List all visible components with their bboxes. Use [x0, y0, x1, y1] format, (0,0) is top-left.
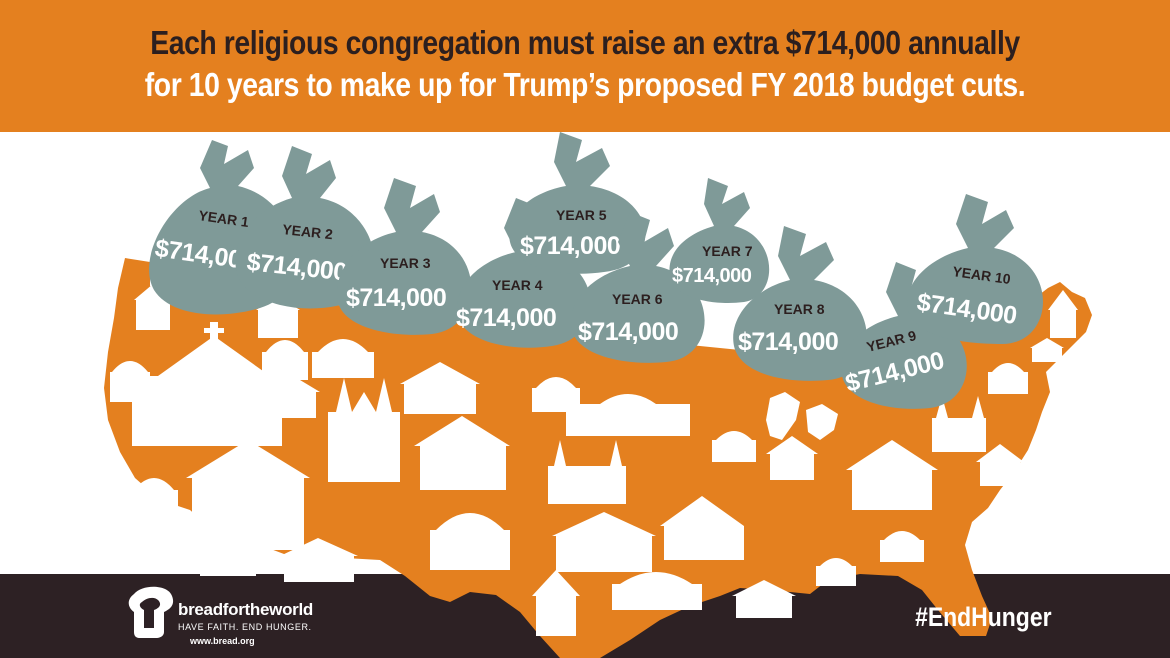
bag-year-label: YEAR 3	[380, 255, 431, 271]
building-dome-1	[262, 340, 308, 380]
building-cathedral-1	[132, 322, 282, 446]
headline-line-2: for 10 years to make up for Trump’s prop…	[144, 66, 1026, 103]
money-bag-year-3: YEAR 3 $714,000	[337, 178, 472, 335]
bag-year-label: YEAR 5	[556, 207, 607, 223]
building-spires-3	[932, 396, 986, 452]
money-bag-year-4: YEAR 4 $714,000	[456, 198, 591, 348]
money-bags-layer: YEAR 1 $714,000 YEAR 2 $714,000 YEAR 3 $…	[149, 132, 1044, 409]
bag-amount-label: $714,000	[456, 304, 556, 332]
bag-amount-label: $714,000	[520, 232, 620, 260]
building-church-5	[532, 570, 580, 636]
building-synagogue-2	[552, 512, 656, 572]
building-church-4	[660, 496, 744, 560]
building-small-7	[976, 444, 1024, 486]
money-bag-year-8: YEAR 8 $714,000	[733, 226, 867, 381]
money-bag-year-2: YEAR 2 $714,000	[235, 146, 375, 309]
building-spires-1	[328, 378, 400, 482]
building-chapel-3	[766, 436, 818, 480]
building-church-8	[732, 580, 796, 618]
bag-amount-label: $714,000	[672, 265, 752, 287]
lake-huron	[806, 404, 838, 440]
building-mission-1	[110, 361, 150, 402]
money-bag-year-7: YEAR 7 $714,000	[669, 178, 770, 303]
building-small-3	[612, 572, 702, 610]
bag-year-label: YEAR 8	[774, 301, 825, 317]
bread-logo-icon	[128, 586, 174, 638]
building-church-3	[414, 416, 510, 490]
building-chapel-2	[400, 362, 480, 414]
building-small-6	[880, 531, 924, 562]
building-small-1	[200, 541, 256, 576]
building-spires-2	[548, 440, 626, 504]
money-bag-year-6: YEAR 6 $714,000	[571, 212, 705, 363]
bag-year-label: YEAR 6	[612, 291, 663, 307]
bag-year-label: YEAR 7	[702, 243, 753, 259]
building-church-6	[846, 440, 938, 510]
money-bag-year-5: YEAR 5 $714,000	[509, 132, 646, 274]
building-small-2	[280, 538, 358, 582]
building-small-4	[1030, 338, 1064, 362]
building-dome-5	[712, 431, 756, 462]
brand-name: breadfortheworld	[178, 600, 313, 619]
brand-url[interactable]: www.bread.org	[190, 636, 255, 646]
building-domes-2	[312, 339, 374, 378]
building-small-5	[816, 558, 856, 586]
bag-amount-label: $714,000	[738, 328, 838, 356]
brand-tagline: HAVE FAITH. END HUNGER.	[178, 622, 312, 632]
building-church-7	[1048, 290, 1078, 338]
bag-year-label: YEAR 2	[282, 221, 334, 242]
header-banner	[0, 0, 1170, 132]
building-church-2	[130, 478, 178, 514]
building-synagogue-1	[186, 440, 310, 550]
building-long-1	[566, 394, 690, 436]
building-domes-4	[430, 513, 510, 570]
money-bag-year-10: YEAR 10 $714,000	[907, 194, 1044, 344]
hashtag: #EndHunger	[915, 602, 1052, 632]
bag-amount-label: $714,000	[578, 318, 678, 346]
bag-year-label: YEAR 4	[492, 277, 543, 293]
building-house-1	[260, 374, 320, 418]
bag-amount-label: $714,000	[346, 284, 446, 312]
headline-line-1: Each religious congregation must raise a…	[150, 24, 1020, 61]
lake-michigan	[766, 392, 800, 440]
bag-year-label: YEAR 1	[198, 207, 251, 230]
building-dome-6	[988, 363, 1028, 394]
